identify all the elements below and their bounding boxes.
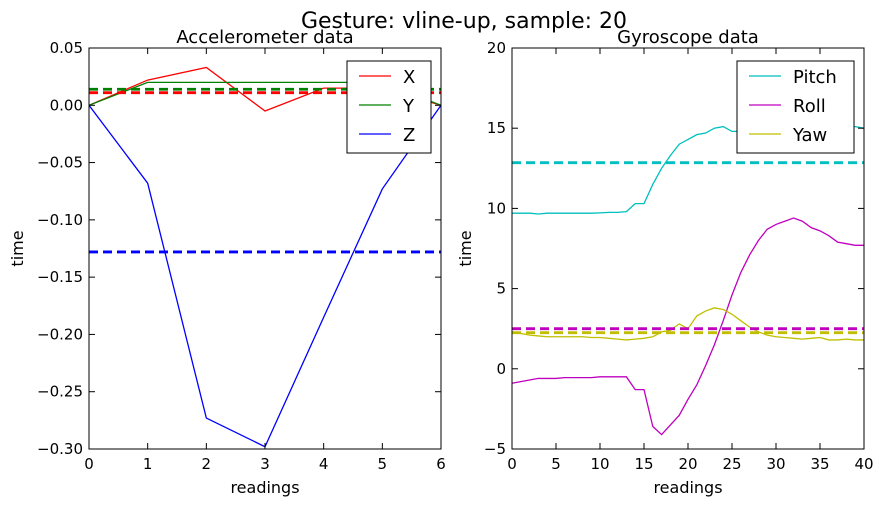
- legend-label-z: Z: [403, 125, 415, 146]
- y-axis-label: time: [8, 230, 27, 266]
- x-tick-label: 40: [854, 455, 873, 473]
- legend-label-yaw: Yaw: [792, 125, 827, 146]
- legend-label-x: X: [403, 67, 415, 88]
- x-tick-label: 0: [507, 455, 517, 473]
- x-tick-label: 3: [260, 455, 270, 473]
- y-tick-label: 5: [496, 280, 506, 298]
- x-tick-label: 30: [766, 455, 785, 473]
- x-tick-label: 5: [378, 455, 388, 473]
- y-tick-label: −0.05: [37, 154, 83, 172]
- x-tick-label: 6: [436, 455, 446, 473]
- y-tick-label: −0.15: [37, 268, 83, 286]
- x-tick-label: 5: [551, 455, 561, 473]
- x-tick-label: 2: [202, 455, 212, 473]
- plot-area: [512, 125, 864, 436]
- x-tick-label: 35: [810, 455, 829, 473]
- y-tick-label: 20: [487, 39, 506, 57]
- accelerometer-panel: 0 1 2 3 4 5 6 −0.30 −0.25 −0.20 −0.15 −0.10 −0.05 0.0…: [8, 27, 446, 497]
- y-tick-label: 0.05: [50, 39, 83, 57]
- x-tick-label: 1: [143, 455, 153, 473]
- y-tick-label: 15: [487, 119, 506, 137]
- y-tick-label: −0.30: [37, 440, 83, 458]
- y-tick-label: 10: [487, 199, 506, 217]
- series-line-z: [89, 104, 441, 448]
- figure-suptitle: Gesture: vline-up, sample: 20: [301, 9, 627, 34]
- y-tick-label: 0: [496, 360, 506, 378]
- x-axis-label: readings: [653, 478, 722, 497]
- y-tick-label: −0.25: [37, 383, 83, 401]
- legend-box: [346, 60, 432, 154]
- legend: Pitch Roll Yaw: [736, 60, 855, 154]
- x-tick-label: 10: [590, 455, 609, 473]
- legend-label-roll: Roll: [793, 96, 826, 117]
- legend: XYZ: [346, 60, 432, 154]
- y-tick-label: −5: [484, 440, 506, 458]
- series-line-yaw: [512, 307, 864, 341]
- y-axis-label: time: [456, 230, 475, 266]
- panel-title: Accelerometer data: [176, 27, 353, 48]
- series-line-roll: [512, 217, 864, 436]
- x-tick-label: 4: [319, 455, 329, 473]
- x-tick-label: 25: [722, 455, 741, 473]
- x-tick-label: 15: [634, 455, 653, 473]
- legend-label-y: Y: [402, 96, 415, 117]
- y-tick-label: −0.20: [37, 325, 83, 343]
- x-axis-label: readings: [230, 478, 299, 497]
- x-tick-label: 0: [84, 455, 94, 473]
- y-tick-label: −0.10: [37, 211, 83, 229]
- panel-title: Gyroscope data: [617, 27, 759, 48]
- x-tick-label: 20: [678, 455, 697, 473]
- y-tick-label: 0.00: [50, 96, 83, 114]
- legend-label-pitch: Pitch: [793, 67, 837, 88]
